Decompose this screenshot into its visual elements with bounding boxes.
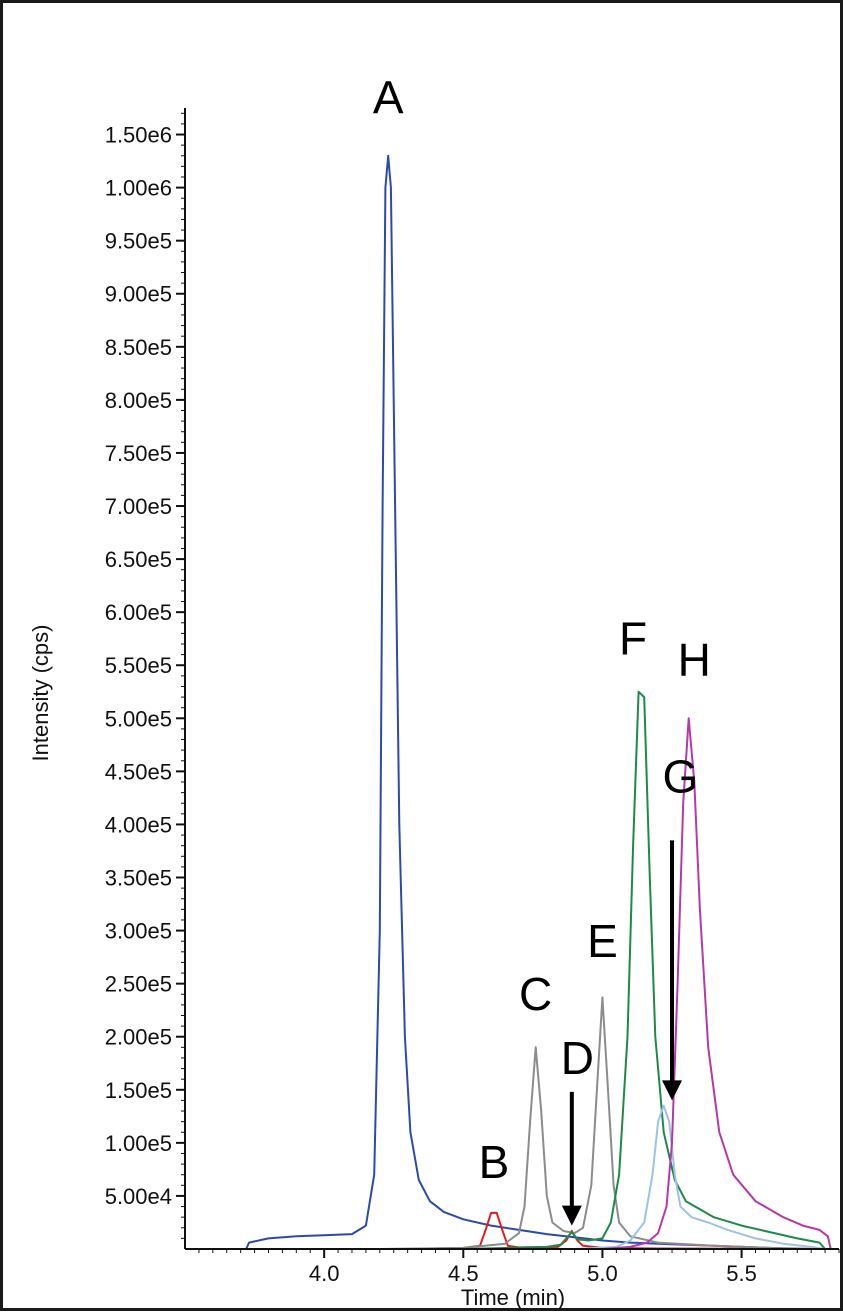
y-axis-title: Intensity (cps) [28, 625, 53, 762]
annotation-layer: A B CD E F G H [373, 71, 711, 1226]
y-tick-label: 1.50e5 [105, 1078, 172, 1103]
peak-label-e: E [587, 915, 618, 967]
y-tick-label: 6.50e5 [105, 547, 172, 572]
peak-label-d: D [561, 1032, 594, 1084]
series-line-5 [574, 1104, 826, 1250]
y-tick-label: 5.50e5 [105, 653, 172, 678]
x-axis-title: Time (min) [461, 1285, 565, 1310]
y-tick-label: 7.50e5 [105, 441, 172, 466]
arrow-head-2 [662, 1080, 683, 1101]
y-tick-label: 3.50e5 [105, 866, 172, 891]
y-tick-label: 4.00e5 [105, 812, 172, 837]
y-tick-label: 2.50e5 [105, 972, 172, 997]
axes-layer: 5.00e4 1.00e5 1.50e5 2.00e5 2.50e5 3.00e5 3.50… [105, 108, 840, 1286]
x-tick-label: 5.0 [587, 1261, 618, 1286]
peak-label-g: G [662, 751, 698, 803]
y-tick-label: 5.00e5 [105, 706, 172, 731]
series-line-4 [463, 690, 826, 1250]
peak-label-c: C [519, 968, 552, 1020]
peak-label-f: F [619, 613, 647, 665]
series-line-1 [245, 154, 812, 1250]
series-layer [185, 154, 840, 1250]
y-tick-label: 8.00e5 [105, 388, 172, 413]
y-tick-label: 8.50e5 [105, 335, 172, 360]
y-tick-label: 2.00e5 [105, 1025, 172, 1050]
y-tick-label: 5.00e4 [105, 1184, 172, 1209]
peak-label-b: B [479, 1136, 510, 1188]
peak-label-h: H [678, 634, 711, 686]
arrow-head-1 [561, 1205, 582, 1226]
y-tick-label: 7.00e5 [105, 494, 172, 519]
series-line-3 [379, 996, 798, 1250]
series-line-2 [185, 1211, 840, 1250]
y-tick-label: 9.00e5 [105, 282, 172, 307]
chromatogram-chart: 5.00e4 1.00e5 1.50e5 2.00e5 2.50e5 3.00e5 3.50… [28, 71, 840, 1310]
y-tick-label: 1.00e5 [105, 1131, 172, 1156]
x-tick-label: 4.5 [448, 1261, 479, 1286]
x-tick-label: 4.0 [309, 1261, 340, 1286]
series-line-6 [602, 717, 832, 1250]
y-tick-label: 3.00e5 [105, 919, 172, 944]
y-tick-label: 6.00e5 [105, 600, 172, 625]
y-tick-label: 9.50e5 [105, 229, 172, 254]
peak-label-a: A [373, 71, 404, 123]
x-tick-label: 5.5 [726, 1261, 757, 1286]
y-tick-label: 1.50e6 [105, 123, 172, 148]
y-tick-label: 4.50e5 [105, 759, 172, 784]
y-tick-label: 1.00e6 [105, 176, 172, 201]
